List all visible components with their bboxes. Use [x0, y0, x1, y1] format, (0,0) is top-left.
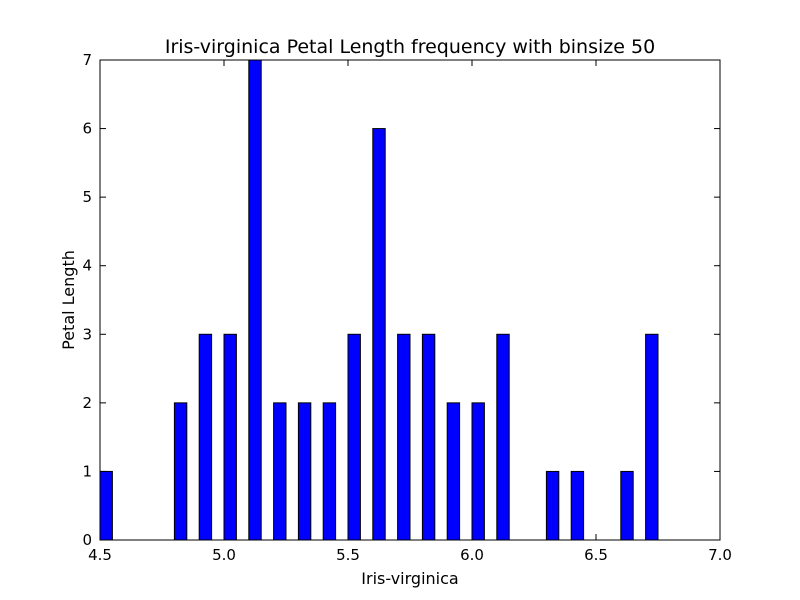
histogram-bar-13 — [471, 402, 485, 541]
x-axis-label: Iris-virginica — [361, 569, 458, 588]
y-tick-label-5: 5 — [82, 188, 92, 206]
y-tick-label-7: 7 — [82, 51, 92, 69]
histogram-bar-0 — [99, 470, 113, 541]
y-axis-label: Petal Length — [59, 250, 78, 350]
histogram-bar-4 — [248, 59, 262, 541]
bars-layer — [99, 59, 659, 541]
histogram-bar-15 — [545, 470, 560, 541]
histogram-bar-14 — [496, 333, 510, 541]
histogram-bar-17 — [620, 470, 634, 541]
histogram-bar-6 — [297, 402, 312, 541]
x-tick-label-1: 5.0 — [212, 546, 236, 564]
y-tick-label-4: 4 — [82, 257, 92, 275]
x-tick-label-3: 6.0 — [460, 546, 484, 564]
y-tick-label-3: 3 — [82, 325, 92, 343]
y-tick-label-0: 0 — [82, 531, 92, 549]
tick-labels-layer: 4.5 5.0 5.5 6.0 6.5 7.0 0 1 2 3 4 5 6 7 — [82, 51, 731, 564]
chart-title: Iris-virginica Petal Length frequency wi… — [165, 36, 655, 58]
histogram-bar-11 — [421, 333, 436, 541]
plot-frame — [99, 59, 721, 541]
x-tick-label-0: 4.5 — [88, 546, 112, 564]
histogram-bar-9 — [372, 128, 386, 541]
x-tick-label-2: 5.5 — [336, 546, 360, 564]
y-tick-label-6: 6 — [82, 120, 92, 138]
x-tick-label-4: 6.5 — [584, 546, 608, 564]
histogram-bar-2 — [198, 333, 213, 541]
histogram-bar-16 — [570, 470, 585, 541]
x-tick-label-5: 7.0 — [708, 546, 732, 564]
histogram-bar-7 — [322, 402, 337, 541]
y-tick-label-1: 1 — [82, 462, 92, 480]
histogram-bar-8 — [347, 333, 361, 541]
y-tick-label-2: 2 — [82, 394, 92, 412]
histogram-bar-5 — [273, 402, 287, 541]
histogram-bar-18 — [645, 333, 659, 541]
histogram-bar-1 — [173, 402, 188, 541]
histogram-bar-12 — [446, 402, 461, 541]
histogram-bar-10 — [397, 333, 411, 541]
histogram-bar-3 — [223, 333, 237, 541]
